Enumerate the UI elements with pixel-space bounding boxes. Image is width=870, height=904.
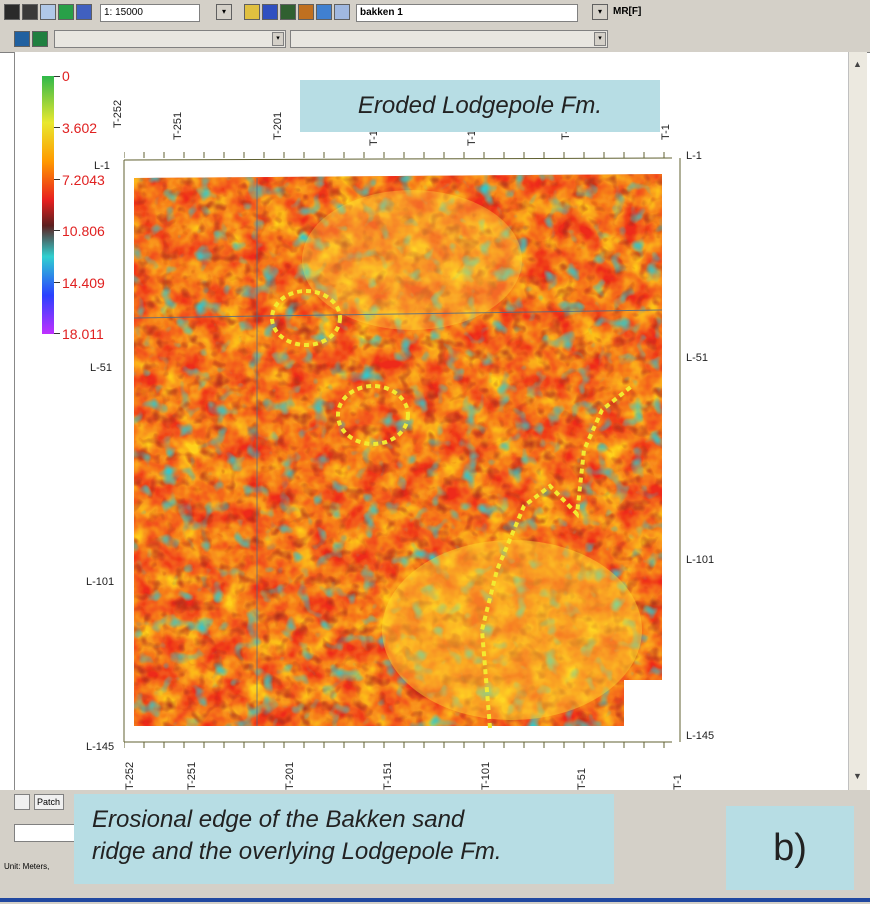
layer-icon[interactable]: [58, 4, 74, 20]
colorbar: [42, 76, 54, 334]
colorbar-label: 3.602: [62, 120, 98, 136]
colorbar-tick: [54, 230, 60, 231]
attribute-select[interactable]: MR[F]: [610, 4, 850, 22]
colorbar-label: 14.409: [62, 275, 105, 291]
colorbar-tick: [54, 179, 60, 180]
annotation-circle: [270, 289, 342, 347]
caption-bottom-line1: Erosional edge of the Bakken sand: [92, 806, 465, 833]
tool-pick-icon[interactable]: [298, 4, 314, 20]
axis-label-left: L-51: [90, 362, 113, 374]
axis-label-bottom: T-251: [186, 761, 198, 790]
tool-zoom-icon[interactable]: [262, 4, 278, 20]
scroll-down-icon[interactable]: ▼: [853, 771, 862, 781]
colorbar-tick: [54, 127, 60, 128]
axis-label-bottom: T-101: [480, 761, 492, 790]
colorbar-label: 10.806: [62, 223, 105, 239]
colorbar-tick: [54, 76, 60, 77]
tab-nav-icon[interactable]: [14, 794, 30, 810]
axis-label-top: T-1: [660, 124, 672, 140]
volume-dropdown-icon[interactable]: ▾: [594, 32, 606, 46]
layers-icon[interactable]: [32, 31, 48, 47]
dataset-select[interactable]: bakken 1: [356, 4, 578, 22]
scroll-up-icon[interactable]: ▲: [853, 59, 862, 69]
unit-status: Unit: Meters,: [4, 862, 50, 871]
map-ticks: [124, 152, 665, 748]
tool-color-icon[interactable]: [316, 4, 332, 20]
main-toolbar: 1: 15000 ▾ bakken 1 ▾ MR[F]: [0, 0, 870, 27]
tool-pointer-icon[interactable]: [244, 4, 260, 20]
colorbar-label: 7.2043: [62, 172, 105, 188]
seismic-attribute-map[interactable]: [112, 150, 702, 770]
attribute-value: MR[F]: [613, 6, 642, 17]
volume-select[interactable]: ▾: [290, 30, 608, 48]
axis-label-top: T-251: [172, 111, 184, 140]
colorbar-tick: [54, 333, 60, 334]
horizon-select[interactable]: ▾: [54, 30, 286, 48]
map-gridline: [133, 309, 663, 319]
scale-select[interactable]: 1: 15000: [100, 4, 200, 22]
colorbar-tick: [54, 282, 60, 283]
axis-label-bottom: T-151: [382, 761, 394, 790]
axis-label-bottom: T-51: [576, 767, 588, 790]
panel-label: b): [726, 806, 854, 890]
scale-dropdown-icon[interactable]: ▾: [216, 4, 232, 20]
horizon-dropdown-icon[interactable]: ▾: [272, 32, 284, 46]
axis-label-left: L-1: [94, 160, 110, 172]
open-icon[interactable]: [22, 4, 38, 20]
axis-label-left: L-101: [86, 576, 115, 588]
axis-label-bottom: T-1: [672, 774, 684, 790]
caption-bottom-line2: ridge and the overlying Lodgepole Fm.: [92, 838, 502, 865]
axis-label-right: L-51: [686, 352, 709, 364]
secondary-toolbar: ▾ ▾: [0, 26, 870, 53]
axis-label-right: L-1: [686, 150, 702, 162]
caption-bottom: Erosional edge of the Bakken sand ridge …: [74, 794, 614, 884]
map-top-axis: [123, 157, 673, 161]
colorbar-label: 0: [62, 68, 70, 84]
patch-tab[interactable]: Patch: [34, 794, 64, 810]
dataset-dropdown-icon[interactable]: ▾: [592, 4, 608, 20]
axis-label-right: L-145: [686, 730, 715, 742]
colorbar-label: 18.011: [62, 326, 104, 342]
scale-value: 1: 15000: [104, 7, 143, 18]
axis-label-bottom: T-252: [124, 761, 136, 790]
axis-label-bottom: T-201: [284, 761, 296, 790]
caption-top: Eroded Lodgepole Fm.: [300, 80, 660, 132]
annotation-circle: [336, 384, 410, 446]
axis-label-top: T-252: [112, 99, 124, 128]
erosional-edge-line: [479, 384, 634, 729]
axis-label-left: L-145: [86, 741, 115, 753]
map-texture: [134, 174, 662, 726]
dataset-value: bakken 1: [360, 7, 403, 18]
view-icon[interactable]: [76, 4, 92, 20]
patch-tab-label: Patch: [37, 797, 61, 807]
tool-plot-icon[interactable]: [334, 4, 350, 20]
save-icon[interactable]: [4, 4, 20, 20]
vertical-scrollbar[interactable]: ▲ ▼: [848, 52, 867, 794]
colorbar-ticks: [54, 76, 64, 334]
axis-label-right: L-101: [686, 554, 715, 566]
globe-icon[interactable]: [14, 31, 30, 47]
tool-grid-icon[interactable]: [280, 4, 296, 20]
axis-label-top: T-201: [272, 111, 284, 140]
taskbar-strip: [0, 898, 870, 902]
print-icon[interactable]: [40, 4, 56, 20]
